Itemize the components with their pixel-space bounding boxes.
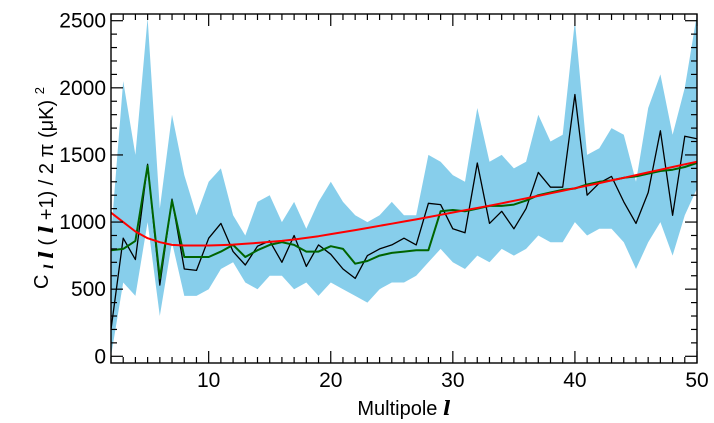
x-tick-label: 10: [197, 369, 220, 392]
y-axis-title: C l l ( l +1) / 2 π (μK) 2: [31, 87, 58, 289]
error-band: [111, 14, 697, 357]
x-tick-label: 50: [685, 369, 708, 392]
y-tick-label: 500: [71, 278, 106, 301]
y-axis-title-gap-2: (: [36, 239, 58, 246]
y-axis-title-suffix: +1) / 2 π (μK): [36, 100, 58, 220]
y-axis-title-prefix: C: [31, 274, 53, 288]
y-axis-title-subscript: l: [42, 264, 56, 269]
y-axis-title-symbol-1: l: [34, 251, 58, 259]
y-tick-label: 2000: [59, 77, 106, 100]
y-tick-label: 1500: [59, 144, 106, 167]
y-axis-title-symbol-2: l: [34, 225, 58, 233]
green-spectrum-line: [111, 162, 697, 280]
x-tick-label: 20: [319, 369, 342, 392]
x-tick-label: 30: [441, 369, 464, 392]
y-tick-label: 1000: [59, 211, 106, 234]
axis-ticks: [110, 14, 698, 363]
x-axis-title-symbol: l: [443, 396, 451, 420]
red-model-curve: [111, 160, 697, 247]
x-tick-label: 40: [563, 369, 586, 392]
plot-area: [111, 14, 697, 357]
y-tick-label: 0: [94, 345, 106, 368]
y-tick-label: 2500: [59, 10, 106, 33]
y-axis-title-superscript: 2: [32, 87, 47, 94]
x-axis-title-text: Multipole: [357, 398, 437, 420]
x-axis-title: Multipole l: [357, 396, 451, 420]
